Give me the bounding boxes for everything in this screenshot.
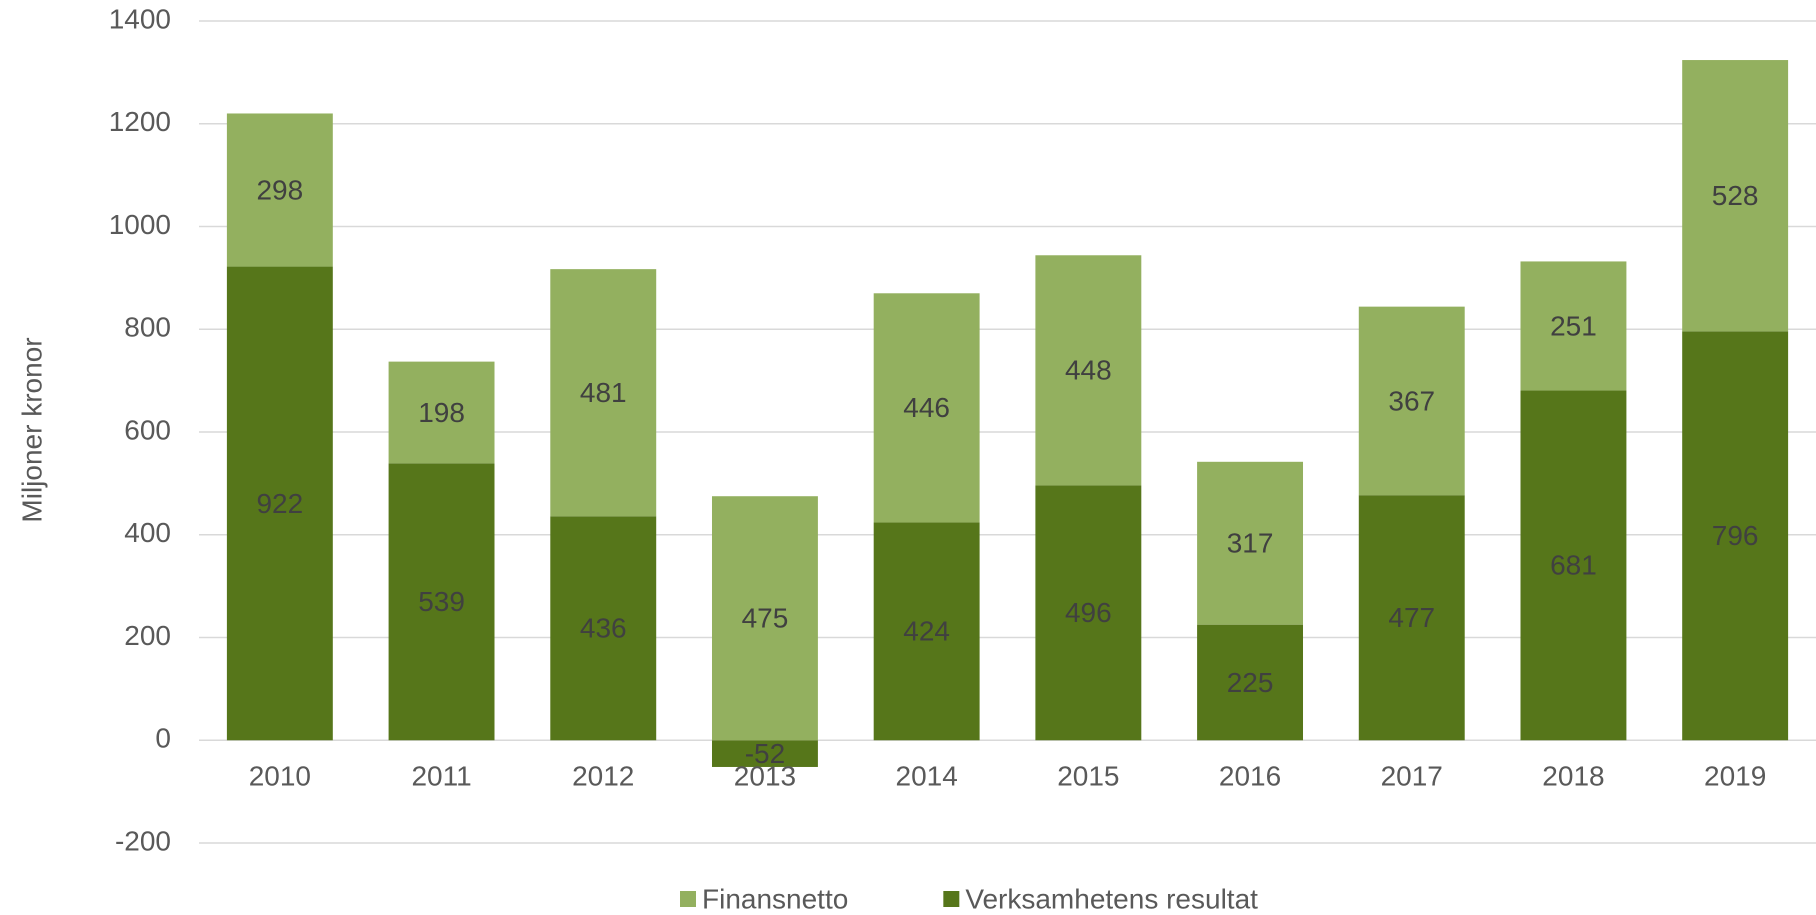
data-label: 317: [1227, 528, 1274, 559]
x-tick-label: 2018: [1542, 761, 1604, 792]
bar-segment: [1358, 306, 1465, 496]
x-tick-label: 2011: [411, 761, 471, 792]
x-tick-label: 2012: [572, 761, 634, 792]
data-label: 436: [580, 613, 627, 644]
legend-label: Verksamhetens resultat: [965, 883, 1258, 914]
data-label: 367: [1388, 385, 1435, 416]
y-tick-label: 1200: [109, 106, 171, 137]
bar-segment: [388, 361, 495, 464]
bar-segment: [711, 496, 818, 741]
y-tick-label: 400: [124, 517, 171, 548]
bar-segment: [388, 463, 495, 741]
bar-segment: [1197, 624, 1304, 741]
x-tick-label: 2014: [896, 761, 958, 792]
data-label: 424: [903, 616, 950, 647]
bar-segment: [1035, 485, 1142, 741]
bar-segment: [1682, 331, 1789, 741]
bar-segment: [1520, 261, 1627, 391]
legend-label: Finansnetto: [702, 883, 848, 914]
data-label: 922: [256, 488, 303, 519]
data-label: 528: [1712, 180, 1759, 211]
bar-segment: [1358, 495, 1465, 741]
y-tick-label: 1400: [109, 3, 171, 34]
x-tick-label: 2017: [1381, 761, 1443, 792]
bar-segment: [873, 293, 980, 523]
legend-swatch: [943, 891, 960, 907]
x-tick-label: 2019: [1704, 761, 1766, 792]
x-tick-label: 2015: [1057, 761, 1119, 792]
bar-segment: [1197, 461, 1304, 625]
data-label: 446: [903, 392, 950, 423]
bar-segment: [1035, 255, 1142, 486]
data-label: 539: [418, 586, 465, 617]
data-label: 298: [256, 174, 303, 205]
y-tick-label: 200: [124, 620, 171, 651]
data-label: -52: [745, 738, 785, 769]
y-tick-label: -200: [115, 825, 171, 856]
x-tick-label: 2010: [249, 761, 311, 792]
data-label: 448: [1065, 355, 1112, 386]
y-tick-label: 800: [124, 312, 171, 343]
data-label: 796: [1712, 520, 1759, 551]
bar-segment: [550, 269, 657, 517]
y-tick-label: 600: [124, 414, 171, 445]
data-label: 477: [1388, 602, 1435, 633]
data-label: 225: [1227, 667, 1274, 698]
y-tick-label: 0: [155, 723, 171, 754]
bar-segment: [550, 516, 657, 741]
data-label: 681: [1550, 550, 1597, 581]
legend-swatch: [680, 891, 696, 907]
data-label: 251: [1550, 310, 1597, 341]
x-tick-label: 2016: [1219, 761, 1281, 792]
data-label: 481: [580, 377, 627, 408]
x-tick-label: 2013: [734, 761, 796, 792]
bar-segment: [1520, 390, 1627, 741]
y-axis-label: Miljoner kronor: [16, 337, 47, 522]
bar-segment: [226, 266, 333, 741]
data-label: 496: [1065, 597, 1112, 628]
data-label: 198: [418, 397, 465, 428]
bar-segment: [873, 522, 980, 741]
y-tick-label: 1000: [109, 209, 171, 240]
bar-segment: [711, 740, 818, 767]
bar-segment: [1682, 60, 1789, 332]
bar-segment: [226, 113, 333, 267]
data-label: 475: [742, 603, 789, 634]
